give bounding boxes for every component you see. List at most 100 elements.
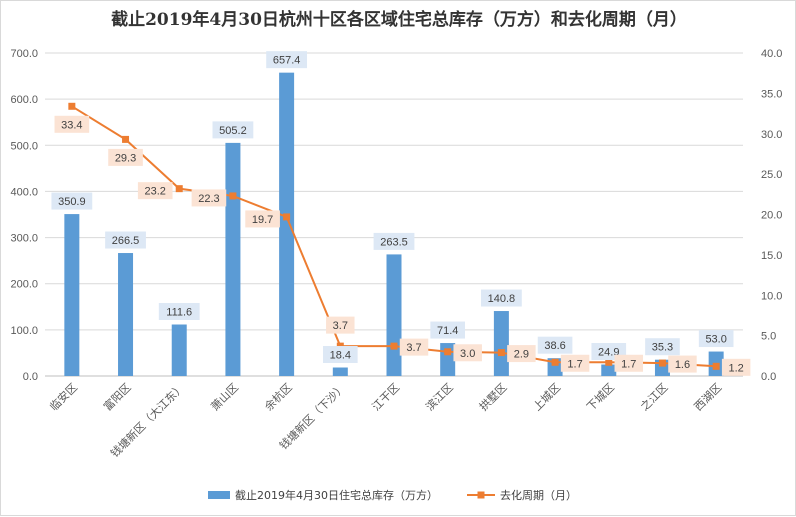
data-label-box — [158, 303, 200, 321]
bar — [225, 142, 241, 376]
data-label: 24.9 — [598, 347, 619, 359]
y-right-tick-label: 20.0 — [761, 210, 782, 222]
data-label-box — [537, 336, 573, 354]
data-label-box — [668, 355, 697, 373]
bar — [279, 72, 295, 376]
legend-marker-cycle — [477, 491, 485, 499]
data-label: 19.7 — [252, 214, 273, 226]
line-marker — [229, 192, 237, 200]
line-marker — [712, 362, 720, 370]
data-label: 1.7 — [567, 358, 582, 370]
data-label-box — [430, 321, 466, 339]
y-right-tick-label: 40.0 — [761, 48, 782, 60]
data-labels: 350.9 266.5 111.6 505.2 657.4 18.4 263.5 71.4 14… — [51, 51, 751, 376]
line-marker — [390, 342, 398, 350]
data-label-box — [245, 210, 280, 228]
legend-label-cycle: 去化周期（月） — [500, 488, 577, 502]
y-left-tick-label: 600.0 — [10, 94, 38, 106]
y-left-tick-label: 200.0 — [10, 279, 38, 291]
data-label: 53.0 — [705, 334, 726, 346]
x-tick-label: 拱墅区 — [476, 380, 509, 413]
data-label: 2.9 — [514, 349, 529, 361]
data-label: 657.4 — [273, 55, 301, 67]
x-tick-label: 上城区 — [531, 381, 564, 414]
x-tick-label: 下城区 — [584, 381, 617, 414]
data-label-box — [698, 330, 734, 348]
data-label: 3.0 — [460, 348, 475, 360]
legend: 截止2019年4月30日住宅总库存（万方） 去化周期（月） — [208, 488, 577, 502]
data-label: 35.3 — [652, 342, 673, 354]
data-label: 33.4 — [61, 119, 82, 131]
line-marker — [444, 348, 452, 356]
chart-title: 截止2019年4月30日杭州十区各区域住宅总库存（万方）和去化周期（月） — [111, 9, 687, 30]
line-marker — [175, 185, 183, 193]
line-marker — [497, 349, 505, 357]
data-label-box — [137, 182, 173, 200]
data-label-box — [105, 231, 146, 249]
x-tick-label: 临安区 — [47, 380, 80, 413]
bar — [386, 254, 402, 376]
data-label: 1.6 — [675, 359, 690, 371]
data-label-box — [51, 192, 93, 210]
y-left-tick-label: 700.0 — [10, 48, 38, 60]
data-label-box — [399, 338, 429, 356]
legend-swatch-inventory — [208, 491, 230, 499]
data-label-box — [507, 345, 536, 363]
y-right-tick-label: 5.0 — [761, 331, 776, 343]
y-left-tick-label: 100.0 — [10, 325, 38, 337]
data-label-box — [453, 344, 482, 362]
x-tick-label: 之江区 — [637, 380, 670, 413]
y-left-tick-label: 0.0 — [23, 371, 38, 383]
x-tick-label: 萧山区 — [209, 381, 242, 414]
legend-label-inventory: 截止2019年4月30日住宅总库存（万方） — [235, 488, 438, 502]
data-label-box — [191, 189, 227, 207]
bar — [601, 364, 617, 376]
y-right-tick-label: 0.0 — [761, 371, 776, 383]
y-left-tick-label: 400.0 — [10, 186, 38, 198]
y-left-tick-label: 500.0 — [10, 140, 38, 152]
x-tick-label: 余杭区 — [262, 380, 295, 413]
line-marker — [658, 359, 666, 367]
data-label-box — [645, 338, 680, 356]
x-tick-label: 西湖区 — [692, 381, 725, 414]
data-label-box — [326, 316, 355, 334]
data-label: 140.8 — [488, 293, 516, 305]
data-label-box — [54, 115, 90, 133]
bar — [493, 311, 509, 376]
data-label-box — [560, 354, 590, 372]
x-tick-label: 滨江区 — [423, 380, 456, 413]
data-label-box — [373, 232, 415, 250]
line-marker — [283, 213, 291, 221]
data-label-box — [480, 289, 522, 307]
data-label-box — [721, 358, 751, 376]
bar — [64, 214, 80, 376]
line-marker — [605, 358, 613, 366]
data-label: 18.4 — [330, 350, 351, 362]
data-label: 3.7 — [333, 320, 348, 332]
data-label: 71.4 — [437, 325, 458, 337]
y-right-tick-label: 15.0 — [761, 250, 782, 262]
data-label: 3.7 — [406, 342, 421, 354]
data-label: 505.2 — [219, 125, 247, 137]
data-label-box — [212, 121, 254, 139]
y-right-tick-label: 25.0 — [761, 169, 782, 181]
data-label: 1.7 — [621, 358, 636, 370]
data-label: 1.2 — [729, 362, 744, 374]
y-right-tick-label: 35.0 — [761, 88, 782, 100]
bar — [440, 343, 456, 376]
x-tick-label: 富阳区 — [100, 380, 133, 413]
line-marker — [122, 135, 130, 143]
data-label-box — [266, 51, 308, 69]
data-label: 22.3 — [198, 193, 219, 205]
data-label: 23.2 — [145, 186, 166, 198]
y-right-tick-label: 10.0 — [761, 290, 782, 302]
line-marker — [68, 102, 76, 110]
data-label-box — [108, 148, 143, 166]
data-label: 350.9 — [58, 196, 86, 208]
bar — [118, 253, 134, 376]
y-right-tick-label: 30.0 — [761, 129, 782, 141]
line-marker — [551, 358, 559, 366]
data-label: 38.6 — [544, 340, 565, 352]
